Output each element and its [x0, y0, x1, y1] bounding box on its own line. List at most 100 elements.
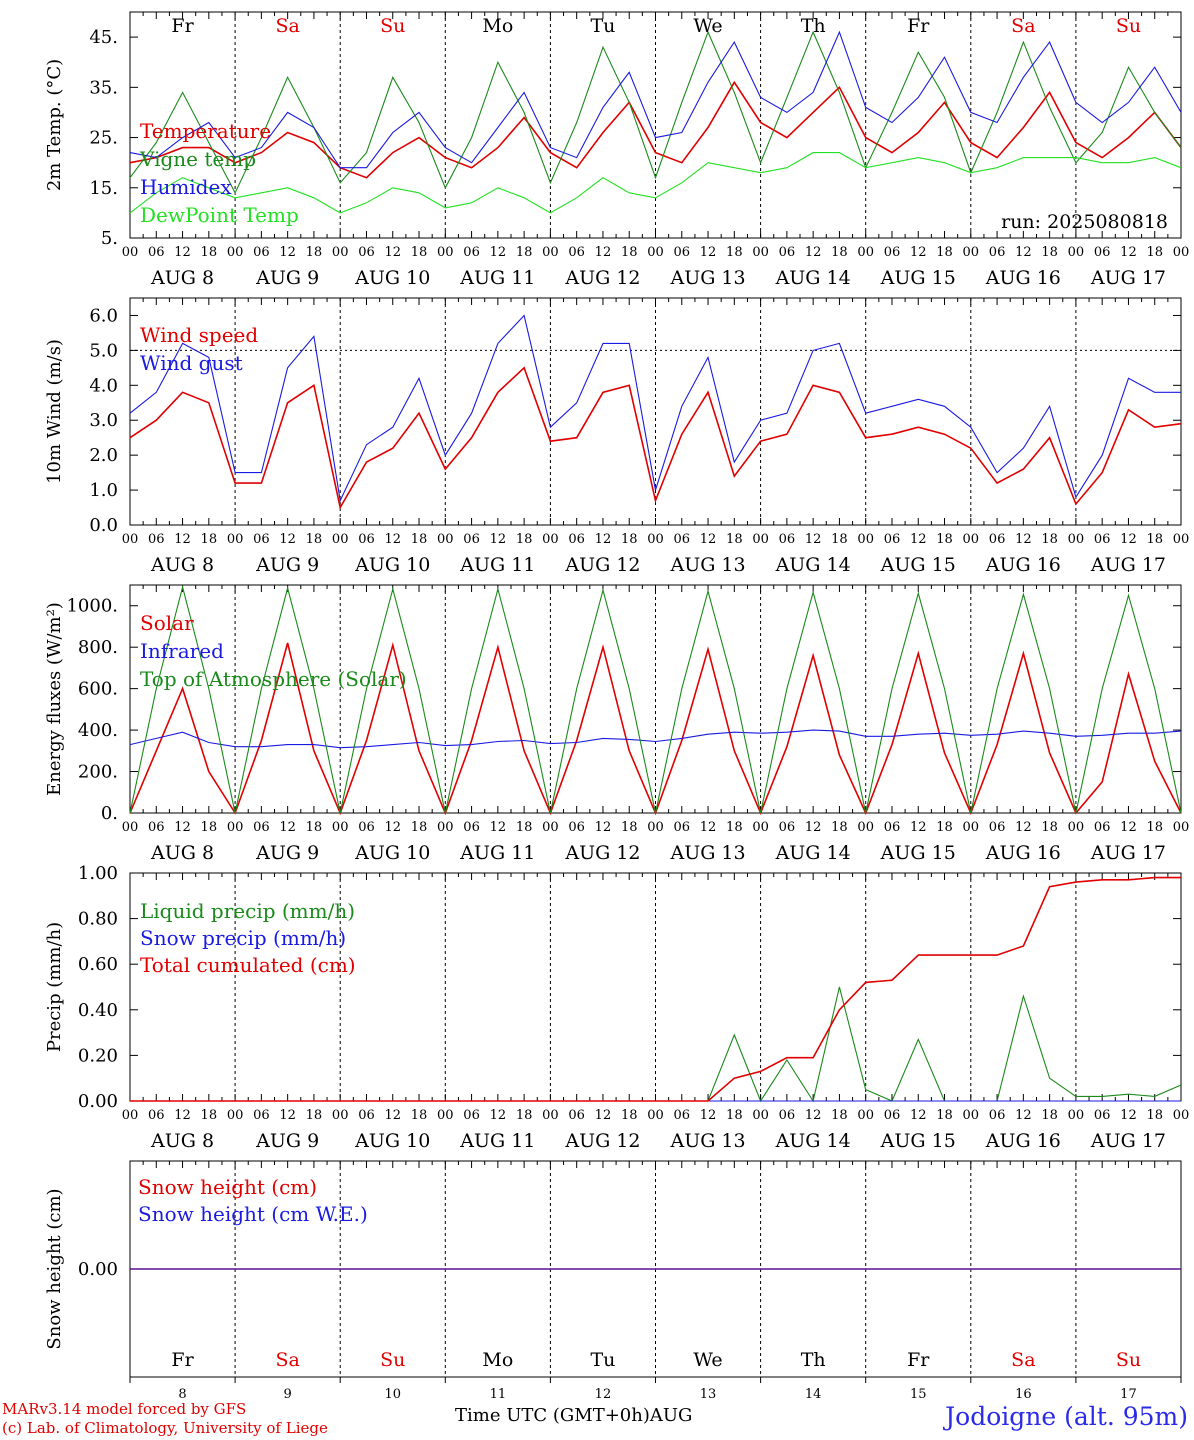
- hour-label: 06: [568, 1108, 585, 1123]
- hour-label: 00: [963, 1108, 980, 1123]
- hour-label: 00: [1173, 820, 1190, 835]
- day-label: AUG 14: [775, 267, 851, 289]
- day-label: AUG 8: [150, 842, 214, 864]
- hour-label: 00: [227, 532, 244, 547]
- weekday-label: Fr: [907, 15, 930, 37]
- weekday-label: Mo: [482, 15, 513, 37]
- hour-label: 18: [411, 1108, 428, 1123]
- day-number: 8: [178, 1387, 186, 1400]
- y-axis-label: 2m Temp. (°C): [44, 59, 65, 191]
- hour-label: 12: [910, 532, 927, 547]
- hour-label: 00: [963, 245, 980, 260]
- day-label: AUG 9: [255, 842, 319, 864]
- day-label: AUG 10: [354, 1130, 430, 1152]
- hour-label: 12: [490, 245, 507, 260]
- hour-label: 00: [437, 1108, 454, 1123]
- hour-label: 00: [1068, 245, 1085, 260]
- legend-entry: Total cumulated (cm): [140, 953, 356, 977]
- hour-label: 06: [779, 1108, 796, 1123]
- hour-label: 00: [857, 532, 874, 547]
- hour-label: 00: [332, 1108, 349, 1123]
- day-label: AUG 16: [985, 554, 1061, 576]
- hour-label: 12: [490, 1108, 507, 1123]
- weekday-label: Sa: [275, 15, 299, 37]
- hour-label: 00: [227, 820, 244, 835]
- series-line-2: [129, 584, 1182, 814]
- hour-label: 00: [1068, 820, 1085, 835]
- hour-label: 06: [148, 820, 165, 835]
- hour-label: 18: [201, 532, 218, 547]
- y-tick-label: 800.: [78, 637, 118, 658]
- hour-label: 18: [1146, 532, 1163, 547]
- hour-label: 12: [1120, 245, 1137, 260]
- hour-label: 00: [752, 245, 769, 260]
- hour-label: 12: [1015, 532, 1032, 547]
- hour-label: 06: [674, 532, 691, 547]
- run-stamp: run: 2025080818: [1001, 211, 1168, 233]
- hour-label: 00: [227, 1108, 244, 1123]
- hour-label: 00: [542, 820, 559, 835]
- day-label: AUG 8: [150, 554, 214, 576]
- hour-label: 18: [306, 820, 323, 835]
- hour-label: 12: [279, 245, 296, 260]
- hour-label: 06: [148, 532, 165, 547]
- day-label: AUG 10: [354, 842, 430, 864]
- hour-label: 18: [516, 1108, 533, 1123]
- hour-label: 00: [752, 1108, 769, 1123]
- hour-label: 00: [122, 820, 139, 835]
- hour-label: 18: [306, 1108, 323, 1123]
- hour-label: 12: [805, 820, 822, 835]
- hour-label: 12: [805, 1108, 822, 1123]
- hour-label: 12: [174, 1108, 191, 1123]
- day-label: AUG 12: [564, 267, 640, 289]
- y-axis-label: Energy fluxes (W/m²): [44, 602, 65, 796]
- hour-label: 00: [437, 532, 454, 547]
- day-label: AUG 15: [880, 267, 956, 289]
- hour-label: 18: [201, 245, 218, 260]
- weekday-label: Fr: [171, 15, 194, 37]
- hour-label: 06: [253, 820, 270, 835]
- hour-label: 06: [253, 245, 270, 260]
- y-axis-label: Snow height (cm): [44, 1188, 65, 1349]
- day-label: AUG 15: [880, 554, 956, 576]
- day-number: 9: [284, 1387, 292, 1400]
- weekday-label: Th: [801, 15, 826, 37]
- hour-label: 12: [1120, 532, 1137, 547]
- day-number: 13: [700, 1387, 717, 1400]
- series-line-1: [129, 30, 1182, 195]
- hour-label: 12: [700, 820, 717, 835]
- y-tick-label: 0.00: [78, 1091, 118, 1112]
- hour-label: 12: [279, 1108, 296, 1123]
- hour-label: 00: [122, 245, 139, 260]
- day-number: 17: [1120, 1387, 1137, 1400]
- hour-label: 00: [227, 245, 244, 260]
- y-tick-label: 35.: [89, 77, 118, 98]
- hour-label: 00: [437, 245, 454, 260]
- time-axis-label: Time UTC (GMT+0h)AUG: [455, 1405, 693, 1426]
- hour-label: 18: [1146, 245, 1163, 260]
- day-number: 11: [490, 1387, 507, 1400]
- hour-label: 06: [568, 532, 585, 547]
- series-line-2: [130, 876, 1181, 1102]
- legend-entry: Vigne temp: [139, 147, 256, 171]
- hour-label: 06: [674, 245, 691, 260]
- series-line-1: [129, 314, 1181, 503]
- day-label: AUG 17: [1090, 267, 1166, 289]
- legend-entry: Snow precip (mm/h): [140, 926, 346, 950]
- hour-label: 06: [463, 532, 480, 547]
- hour-label: 12: [1015, 1108, 1032, 1123]
- hour-label: 00: [1173, 532, 1190, 547]
- hour-label: 00: [857, 820, 874, 835]
- hour-label: 12: [700, 1108, 717, 1123]
- hour-label: 12: [1120, 1108, 1137, 1123]
- day-label: AUG 10: [354, 267, 430, 289]
- weekday-label-bottom: Su: [1116, 1349, 1141, 1371]
- hour-label: 12: [595, 245, 612, 260]
- hour-label: 06: [779, 532, 796, 547]
- day-label: AUG 16: [985, 842, 1061, 864]
- series-line-1: [129, 729, 1182, 749]
- hour-label: 06: [568, 245, 585, 260]
- hour-label: 06: [358, 245, 375, 260]
- weekday-label-bottom: Tu: [590, 1349, 615, 1371]
- hour-label: 18: [411, 532, 428, 547]
